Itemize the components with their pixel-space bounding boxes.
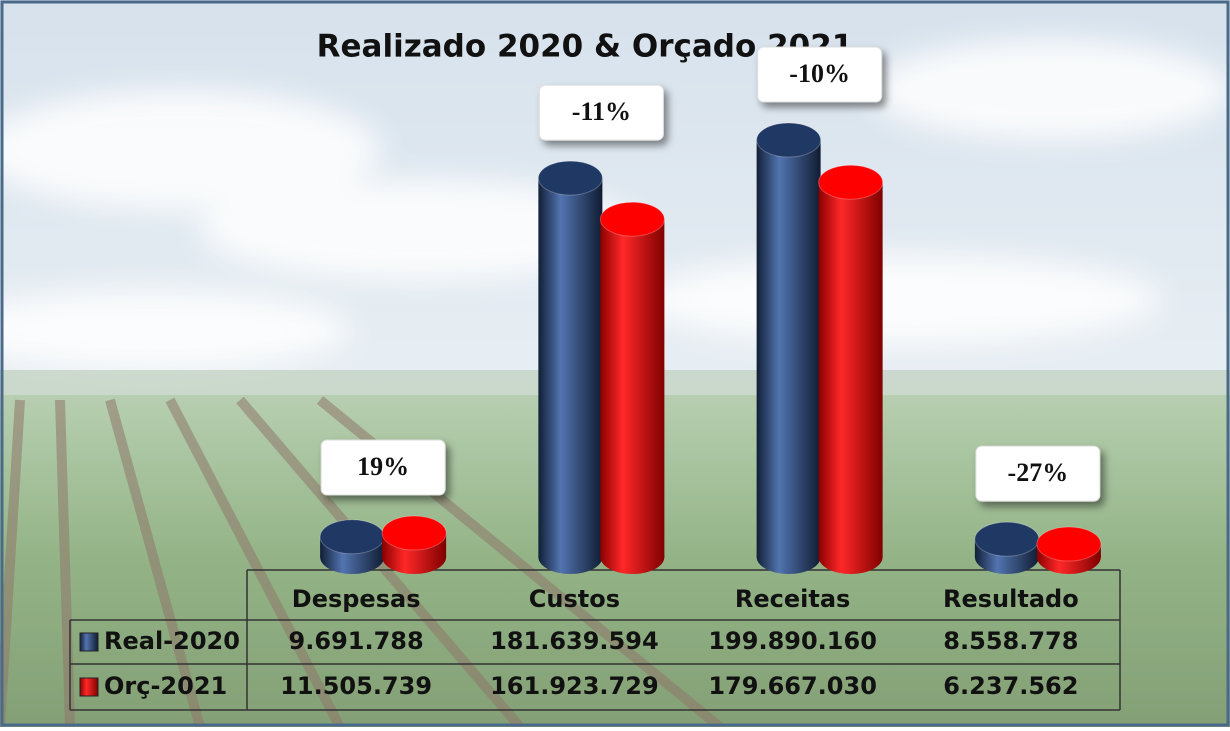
annotation-box: [320, 439, 446, 496]
annotation-box: [538, 84, 664, 141]
x-tick-label: Custos: [529, 585, 620, 613]
data-label: 11.505.739: [280, 672, 432, 700]
annotation: -27%: [1008, 458, 1069, 487]
data-label: 9.691.788: [289, 627, 424, 655]
data-label: 6.237.562: [943, 672, 1078, 700]
legend-swatch: [79, 632, 99, 652]
annotation: -10%: [789, 59, 850, 88]
data-label: 199.890.160: [708, 627, 877, 655]
bar: [756, 122, 822, 574]
bar: [381, 515, 447, 574]
data-label: 161.923.729: [490, 672, 659, 700]
data-table: [69, 569, 1121, 711]
bar: [319, 519, 385, 574]
x-tick-label: Resultado: [943, 585, 1079, 613]
legend-swatch: [79, 677, 99, 697]
annotation-box: [757, 46, 883, 103]
data-label: 181.639.594: [490, 627, 659, 655]
data-label: 8.558.778: [943, 627, 1078, 655]
bar: [599, 201, 665, 574]
annotation: 19%: [357, 452, 409, 481]
legend-label: Real-2020: [104, 627, 240, 655]
bar: [537, 160, 603, 574]
annotation-box: [975, 445, 1101, 502]
bar: [1036, 526, 1102, 574]
x-tick-label: Despesas: [292, 585, 421, 613]
bar: [974, 521, 1040, 574]
annotation: -11%: [572, 97, 631, 126]
data-label: 179.667.030: [708, 672, 877, 700]
legend-label: Orç-2021: [104, 672, 227, 700]
x-tick-label: Receitas: [735, 585, 850, 613]
bar: [818, 164, 884, 574]
